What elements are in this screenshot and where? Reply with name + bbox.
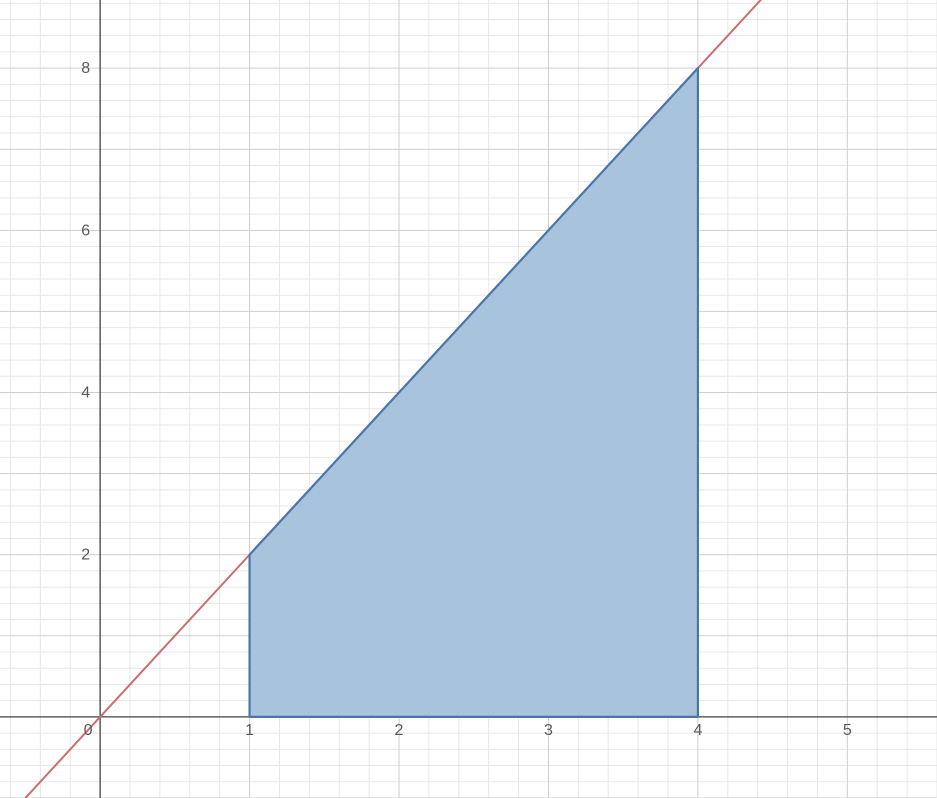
- y-tick-label: 6: [81, 222, 90, 239]
- x-tick-label: 5: [843, 722, 852, 739]
- y-tick-label: 2: [81, 547, 90, 564]
- x-tick-label: 1: [245, 722, 254, 739]
- coordinate-plane-chart: 1 2 3 4 5 2 4 6 8 0: [0, 0, 937, 798]
- x-tick-label: 3: [544, 722, 553, 739]
- x-tick-label: 2: [395, 722, 404, 739]
- y-tick-label: 8: [81, 60, 90, 77]
- x-tick-label: 4: [693, 722, 702, 739]
- origin-label: 0: [84, 722, 93, 739]
- plot-content: [0, 0, 937, 798]
- y-tick-label: 4: [81, 385, 90, 402]
